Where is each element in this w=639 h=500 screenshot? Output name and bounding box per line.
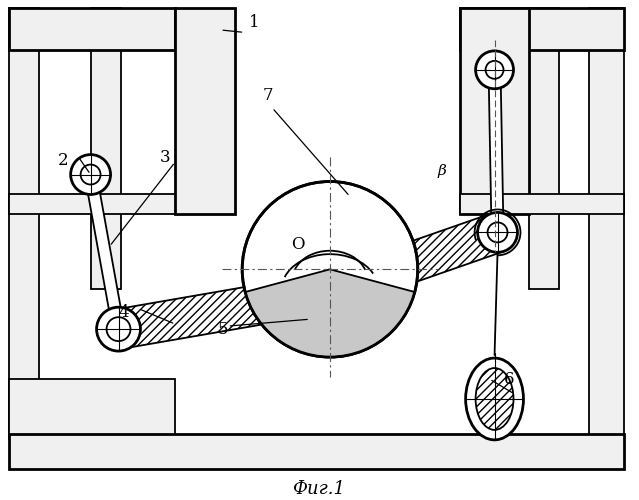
Circle shape <box>488 222 507 242</box>
Polygon shape <box>530 8 559 289</box>
Text: O: O <box>291 236 304 254</box>
Polygon shape <box>175 8 235 214</box>
Polygon shape <box>9 8 175 50</box>
Text: Фиг.1: Фиг.1 <box>293 480 346 498</box>
Text: 5: 5 <box>217 321 228 338</box>
Circle shape <box>71 154 111 194</box>
Polygon shape <box>459 8 624 50</box>
Text: 4: 4 <box>119 304 129 320</box>
Circle shape <box>242 182 418 357</box>
Polygon shape <box>9 379 175 439</box>
Circle shape <box>477 212 518 252</box>
Ellipse shape <box>475 368 514 430</box>
Text: 3: 3 <box>160 149 171 166</box>
Text: 7: 7 <box>262 86 273 104</box>
Text: 2: 2 <box>58 152 69 168</box>
Wedge shape <box>245 270 415 357</box>
Circle shape <box>81 164 100 184</box>
Polygon shape <box>115 274 323 349</box>
Text: β: β <box>438 164 446 177</box>
Circle shape <box>475 51 514 89</box>
Text: 6: 6 <box>504 371 515 388</box>
Circle shape <box>107 317 130 341</box>
Polygon shape <box>589 8 624 439</box>
Circle shape <box>486 61 504 79</box>
Circle shape <box>96 307 141 351</box>
Polygon shape <box>91 8 121 289</box>
Polygon shape <box>9 8 39 439</box>
Ellipse shape <box>466 358 523 440</box>
Polygon shape <box>459 8 530 214</box>
Polygon shape <box>9 434 624 469</box>
Polygon shape <box>489 70 504 232</box>
Polygon shape <box>314 214 504 313</box>
Polygon shape <box>459 194 624 214</box>
Text: 1: 1 <box>249 14 260 32</box>
Polygon shape <box>9 194 175 214</box>
Polygon shape <box>85 174 125 330</box>
